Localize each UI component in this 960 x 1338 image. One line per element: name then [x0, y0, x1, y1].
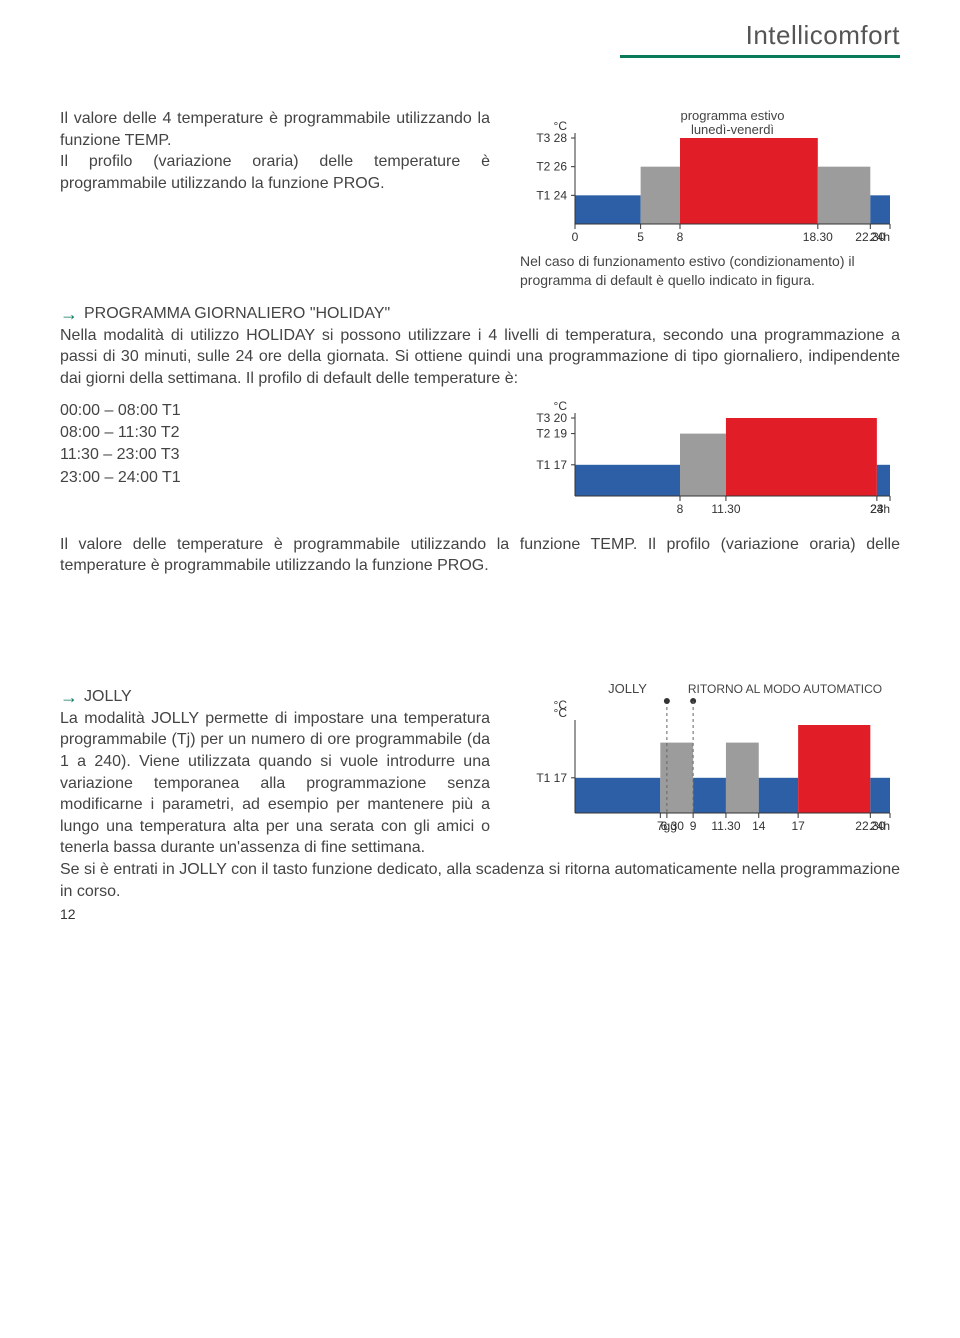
- section-temp-prog: Il valore delle 4 temperature è programm…: [60, 108, 900, 290]
- svg-text:T3 20: T3 20: [536, 411, 567, 425]
- svg-text:T3 28: T3 28: [536, 131, 567, 145]
- svg-text:8: 8: [677, 230, 684, 244]
- jolly-section: → JOLLY La modalità JOLLY permette di im…: [60, 677, 900, 902]
- svg-text:11.30: 11.30: [711, 502, 740, 516]
- svg-text:24h: 24h: [870, 230, 890, 244]
- svg-text:14: 14: [752, 819, 766, 833]
- svg-text:T2 19: T2 19: [536, 426, 567, 440]
- svg-text:°C: °C: [554, 698, 568, 712]
- holiday-title: PROGRAMMA GIORNALIERO "HOLIDAY": [84, 305, 390, 323]
- svg-text:T1 24: T1 24: [536, 188, 567, 202]
- holiday-schedule-row: 00:00 – 08:00 T1 08:00 – 11:30 T2 11:30 …: [60, 400, 900, 520]
- holiday-paragraph: Nella modalità di utilizzo HOLIDAY si po…: [60, 325, 900, 390]
- svg-text:JOLLY: JOLLY: [608, 681, 647, 696]
- holiday-title-row: → PROGRAMMA GIORNALIERO "HOLIDAY": [60, 304, 900, 325]
- svg-text:24h: 24h: [870, 502, 890, 516]
- holiday-chart-svg: °CT3 20T2 19T1 17811.302324h: [520, 400, 900, 520]
- jolly-title: JOLLY: [84, 688, 132, 706]
- svg-text:T1 17: T1 17: [536, 771, 567, 785]
- temp-paragraph-2: Il profilo (variazione oraria) delle tem…: [60, 151, 490, 194]
- svg-text:5: 5: [637, 230, 644, 244]
- arrow-icon: →: [60, 687, 78, 708]
- header-underline: [620, 55, 900, 58]
- arrow-icon: →: [60, 304, 78, 325]
- svg-text:T2 26: T2 26: [536, 160, 567, 174]
- svg-text:8: 8: [677, 502, 684, 516]
- jolly-chart-svg: °CT1 177gg911.30141722.3024h6.30JOLLYRIT…: [520, 677, 900, 837]
- schedule-line: 08:00 – 11:30 T2: [60, 422, 490, 444]
- summer-program-chart: programma estivolunedì-venerdì°CT3 28T2 …: [520, 108, 900, 290]
- chart1-svg: programma estivolunedì-venerdì°CT3 28T2 …: [520, 108, 900, 248]
- temp-paragraph-1: Il valore delle 4 temperature è programm…: [60, 108, 490, 151]
- svg-text:T1 17: T1 17: [536, 457, 567, 471]
- holiday-paragraph-2: Il valore delle temperature è programmab…: [60, 534, 900, 577]
- svg-text:9: 9: [690, 819, 697, 833]
- svg-text:18.30: 18.30: [803, 230, 833, 244]
- page-header: Intellicomfort: [60, 20, 900, 58]
- svg-text:17: 17: [791, 819, 805, 833]
- svg-text:programma estivo: programma estivo: [680, 108, 784, 123]
- jolly-paragraph: La modalità JOLLY permette di impostare …: [60, 708, 490, 859]
- holiday-schedule: 00:00 – 08:00 T1 08:00 – 11:30 T2 11:30 …: [60, 400, 490, 490]
- page-number: 12: [60, 906, 76, 922]
- schedule-line: 23:00 – 24:00 T1: [60, 467, 490, 489]
- jolly-title-row: → JOLLY: [60, 687, 490, 708]
- svg-text:6.30: 6.30: [661, 819, 685, 833]
- schedule-line: 00:00 – 08:00 T1: [60, 400, 490, 422]
- holiday-section: → PROGRAMMA GIORNALIERO "HOLIDAY" Nella …: [60, 304, 900, 390]
- jolly-paragraph-2: Se si è entrati in JOLLY con il tasto fu…: [60, 859, 900, 902]
- svg-text:lunedì-venerdì: lunedì-venerdì: [691, 122, 774, 137]
- svg-text:0: 0: [572, 230, 579, 244]
- chart1-caption: Nel caso di funzionamento estivo (condiz…: [520, 252, 900, 290]
- svg-text:RITORNO AL MODO AUTOMATICO: RITORNO AL MODO AUTOMATICO: [688, 682, 882, 696]
- svg-text:11.30: 11.30: [711, 819, 740, 833]
- schedule-line: 11:30 – 23:00 T3: [60, 444, 490, 466]
- header-title: Intellicomfort: [60, 20, 900, 51]
- svg-text:24h: 24h: [870, 819, 890, 833]
